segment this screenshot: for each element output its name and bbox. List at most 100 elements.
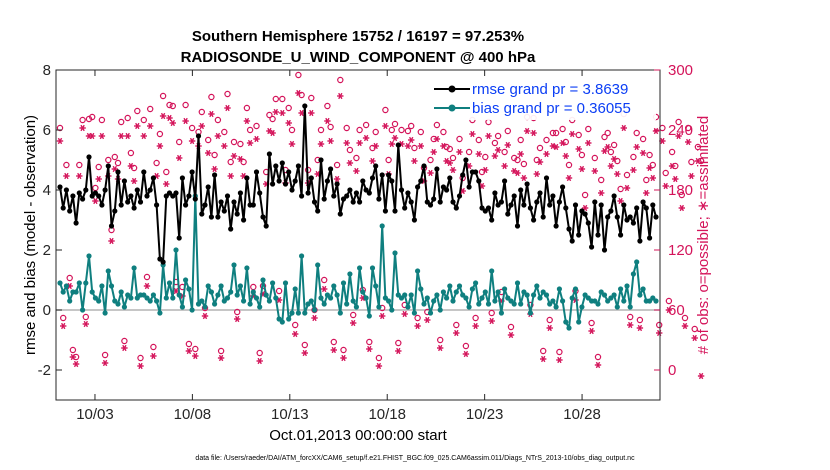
obs-assimilated-marker: [379, 312, 386, 320]
obs-assimilated-stroke: [238, 155, 243, 163]
obs-assimilated-marker: [472, 322, 479, 330]
y-left-tick-label: -2: [38, 362, 51, 379]
rmse-point: [498, 199, 504, 205]
bias-point: [601, 292, 608, 298]
rmse-point: [282, 181, 289, 187]
bias-point: [218, 283, 224, 289]
obs-assimilated-marker: [292, 330, 299, 338]
obs-assimilated-stroke: [164, 180, 169, 188]
rmse-point: [605, 214, 611, 220]
rmse-point: [560, 184, 566, 190]
obs-assimilated-marker: [243, 117, 251, 125]
obs-assimilated-stroke: [344, 139, 349, 147]
obs-assimilated-marker: [201, 312, 209, 320]
rmse-point: [582, 211, 588, 217]
obs-assimilated-stroke: [492, 152, 498, 160]
obs-assimilated-stroke: [299, 109, 304, 117]
plot-frame: [55, 69, 661, 401]
bias-point: [489, 268, 495, 274]
obs-assimilated-marker: [607, 162, 615, 170]
obs-assimilated-marker: [469, 130, 476, 138]
obs-assimilated-marker: [82, 320, 89, 328]
obs-assimilated-stroke: [611, 155, 617, 163]
rmse-point: [212, 172, 218, 178]
obs-assimilated-marker: [517, 150, 524, 158]
y-right-tick-label: 300: [668, 62, 693, 79]
obs-possible-marker: [295, 71, 302, 79]
obs-possible-marker: [691, 325, 698, 333]
rmse-point: [244, 175, 250, 181]
obs-assimilated-marker: [366, 345, 373, 353]
obs-assimilated-stroke: [669, 162, 675, 170]
rmse-point: [427, 202, 434, 208]
obs-assimilated-marker: [662, 182, 669, 190]
obs-assimilated-stroke: [57, 137, 63, 145]
obs-possible-marker: [688, 158, 695, 166]
obs-assimilated-marker: [514, 169, 521, 177]
obs-possible-marker: [308, 94, 315, 102]
obs-assimilated-stroke: [647, 164, 652, 172]
obs-assimilated-marker: [610, 155, 618, 163]
obs-assimilated-marker: [411, 157, 418, 165]
obs-assimilated-stroke: [463, 350, 469, 358]
bias-point: [363, 295, 369, 301]
rmse-point: [147, 187, 153, 193]
chart-title: Southern Hemisphere 15752 / 16197 = 97.2…: [192, 28, 524, 45]
obs-assimilated-marker: [163, 180, 170, 188]
rmse-point: [511, 193, 517, 199]
obs-assimilated-stroke: [515, 169, 520, 177]
obs-assimilated-stroke: [189, 137, 195, 145]
x-tick-label: 10/18: [368, 406, 406, 423]
rmse-point: [257, 190, 263, 196]
obs-possible-marker: [101, 351, 109, 359]
obs-assimilated-stroke: [173, 287, 179, 295]
obs-assimilated-stroke: [392, 134, 398, 142]
rmse-point: [134, 187, 140, 193]
rmse-point: [447, 175, 453, 181]
obs-possible-marker: [623, 171, 631, 179]
obs-possible-marker: [246, 126, 254, 134]
rmse-point: [60, 205, 66, 211]
obs-assimilated-stroke: [157, 142, 163, 150]
rmse-point: [473, 169, 479, 175]
obs-assimilated-marker: [372, 142, 379, 150]
obs-possible-marker: [520, 160, 528, 168]
rmse-point: [334, 181, 340, 187]
bias-point: [228, 289, 234, 295]
obs-possible-marker: [408, 122, 415, 130]
obs-possible-marker: [540, 347, 547, 355]
obs-assimilated-stroke: [373, 142, 378, 150]
rmse-point: [653, 214, 659, 220]
obs-assimilated-marker: [72, 360, 80, 368]
legend: rmse grand pr = 3.8639 bias grand pr = 0…: [432, 76, 656, 120]
bias-point: [176, 292, 182, 298]
obs-possible-marker: [382, 106, 389, 114]
y-right-tick-label: 0: [668, 362, 676, 379]
rmse-point: [99, 202, 105, 208]
obs-assimilated-marker: [121, 344, 128, 352]
obs-possible-marker: [140, 116, 147, 124]
obs-assimilated-marker: [456, 148, 463, 156]
bias-point: [166, 280, 173, 286]
rmse-series: [57, 103, 659, 265]
rmse-point: [485, 205, 492, 211]
obs-assimilated-stroke: [673, 175, 678, 183]
obs-assimilated-marker: [350, 319, 357, 327]
rmse-point: [476, 178, 482, 184]
obs-assimilated-stroke: [486, 132, 491, 140]
obs-assimilated-stroke: [267, 127, 272, 135]
obs-assimilated-marker: [224, 104, 231, 112]
obs-assimilated-stroke: [350, 319, 356, 327]
obs-assimilated-marker: [375, 362, 383, 370]
obs-assimilated-marker: [601, 147, 608, 155]
obs-assimilated-stroke: [176, 154, 182, 162]
obs-possible-marker: [340, 346, 347, 354]
obs-possible-marker: [275, 287, 283, 295]
rmse-point: [70, 193, 76, 199]
rmse-point: [514, 223, 521, 229]
obs-assimilated-marker: [559, 139, 566, 147]
bias-point: [482, 289, 488, 295]
obs-assimilated-stroke: [135, 122, 140, 130]
bias-point: [247, 301, 253, 307]
obs-assimilated-stroke: [334, 175, 340, 183]
